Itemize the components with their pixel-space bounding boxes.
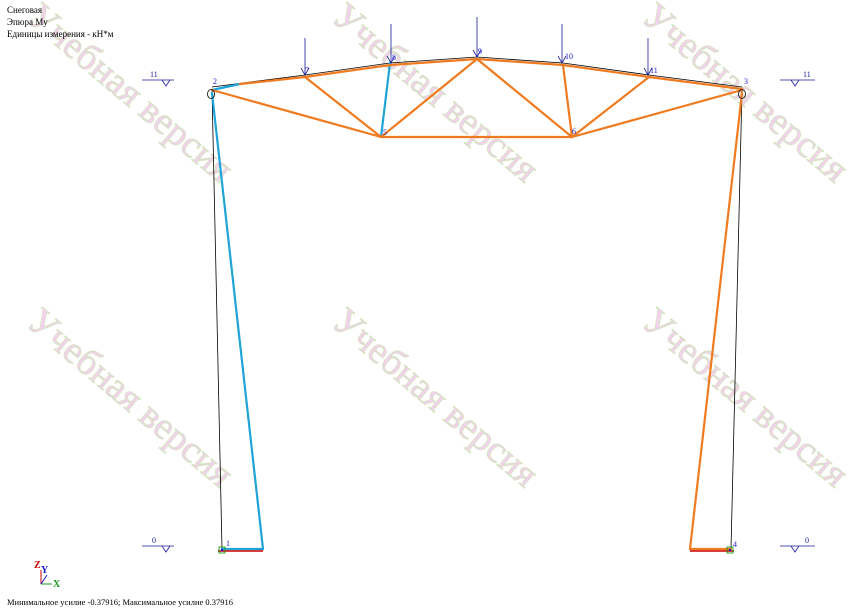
chord-moment-10-11 [561, 63, 651, 79]
node-labels: 1 2 3 4 5 6 7 8 9 10 11 [213, 47, 748, 549]
node-label-7: 7 [305, 66, 309, 75]
left-column [211, 89, 223, 550]
hinges [207, 89, 746, 99]
node-label-6: 6 [572, 127, 576, 136]
node-label-11: 11 [650, 66, 658, 75]
chord-moment-7-8 [303, 63, 392, 79]
chord-moment-9-10 [475, 57, 565, 67]
moment-diagram [210, 57, 744, 551]
top-chord-c [389, 56, 478, 64]
node-label-5: 5 [383, 128, 387, 137]
left-column-moment [210, 91, 265, 551]
web-6-11 [570, 75, 651, 139]
axis-z-label: Z [34, 560, 41, 571]
node-label-10: 10 [565, 52, 573, 61]
top-chord-d [476, 56, 564, 64]
support-node-4 [726, 546, 734, 554]
load-arrowhead-8 [386, 55, 396, 64]
web-10-6 [561, 63, 574, 139]
watermark-text: Учебная версия [634, 300, 856, 496]
load-arrowhead-7 [300, 67, 310, 76]
axis-x-label: X [53, 579, 61, 590]
watermark-text: Учебная версия [324, 300, 546, 496]
bottom-chord-6-3 [570, 88, 744, 139]
diagram-type-title: Эпюра My [7, 17, 48, 27]
node-label-1: 1 [226, 539, 230, 548]
diag-8-5-moment [379, 61, 392, 139]
structure-frame [211, 56, 743, 550]
level-label-top-right: 11 [803, 70, 811, 79]
node-label-8: 8 [392, 53, 396, 62]
web-7-5 [303, 75, 383, 139]
right-column-moment [688, 91, 744, 551]
level-label-bottom-left: 0 [152, 536, 156, 545]
hinge-node-3 [738, 89, 746, 99]
load-case-title: Снеговая [7, 5, 43, 15]
node-label-3: 3 [744, 77, 748, 86]
min-max-summary: Минимальное усилие -0.37916; Максимально… [7, 597, 234, 607]
chord-moment-2-7 [238, 75, 307, 86]
level-markers [142, 79, 815, 553]
watermark-text: Учебная версия [19, 300, 241, 496]
load-arrowhead-11 [643, 67, 653, 76]
support-node-1 [218, 546, 226, 554]
node-label-4: 4 [733, 540, 737, 549]
level-label-bottom-right: 0 [805, 536, 809, 545]
top-chord-f [648, 74, 743, 88]
load-arrowhead-10 [557, 55, 567, 64]
level-marker-labels: 11 11 0 0 [150, 70, 811, 545]
chord-moment-11-3 [647, 75, 744, 91]
chord-moment-8-9 [388, 57, 479, 67]
bottom-chord-2-5 [210, 88, 383, 139]
web-5-9 [379, 57, 479, 139]
node-label-9: 9 [478, 47, 482, 56]
watermark-layer: Учебная версия Учебная версия Учебная верс… [19, 0, 857, 496]
load-arrowhead-9 [472, 49, 482, 58]
snow-loads [300, 17, 653, 76]
axes-indicator: Z Y X [34, 560, 61, 590]
level-label-top-left: 11 [150, 70, 158, 79]
web-9-6 [475, 57, 574, 139]
supports [218, 546, 734, 554]
axis-y-label: Y [41, 565, 49, 576]
watermark-text: Учебная версия [324, 0, 546, 191]
top-chord-e [562, 62, 650, 76]
node-label-2: 2 [213, 77, 217, 86]
right-column [730, 89, 743, 550]
left-top-moment [210, 82, 242, 92]
top-chord-b [304, 62, 391, 76]
hinge-node-2 [207, 89, 215, 99]
units-label: Единицы измерения - кН*м [7, 29, 114, 39]
